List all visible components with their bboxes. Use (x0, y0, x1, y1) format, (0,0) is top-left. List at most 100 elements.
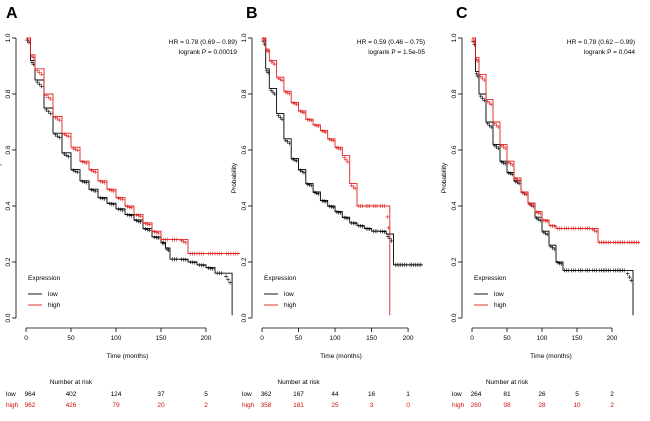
censor-marks-high (471, 37, 641, 245)
y-tick-label: 0.8 (241, 89, 248, 98)
legend-label-high: high (494, 302, 507, 309)
risk-value-high: 25 (331, 402, 339, 409)
km-curve-high (26, 37, 241, 255)
y-tick-label: 0.4 (5, 201, 12, 210)
x-tick-label: 0 (24, 335, 28, 342)
x-axis-label: Time (months) (107, 353, 149, 360)
risk-value-low: 264 (471, 391, 482, 398)
risk-row-label-high: high (6, 402, 19, 409)
y-tick-label: 0.6 (5, 145, 12, 154)
x-tick-label: 200 (607, 335, 618, 342)
legend-label-high: high (284, 302, 297, 309)
y-tick-label: 0.4 (241, 201, 248, 210)
risk-value-high: 10 (573, 402, 581, 409)
y-tick-label: 0.0 (451, 313, 458, 322)
risk-value-low: 402 (66, 391, 77, 398)
x-tick-label: 50 (67, 335, 75, 342)
panel-letter: A (6, 5, 18, 22)
risk-value-low: 124 (111, 391, 122, 398)
x-tick-label: 0 (260, 335, 264, 342)
risk-value-low: 37 (157, 391, 165, 398)
y-axis-label: Probability (0, 162, 2, 193)
km-curve-high (472, 37, 640, 243)
risk-value-low: 44 (331, 391, 339, 398)
y-tick-label: 0.8 (5, 89, 12, 98)
x-tick-label: 50 (295, 335, 303, 342)
risk-value-high: 0 (406, 402, 410, 409)
panel-a: A 0.0 0.2 0.4 0.6 0.8 1.0 Probability 0 50 100 150 2… (0, 5, 241, 409)
y-tick-label: 0.2 (241, 257, 248, 266)
x-tick-label: 100 (111, 335, 122, 342)
hazard-ratio: HR = 0.78 (0.62 – 0.99) (567, 39, 635, 46)
risk-value-low: 167 (293, 391, 304, 398)
km-curve-low (472, 37, 634, 316)
y-tick-label: 0.8 (451, 89, 458, 98)
logrank-p: logrank P = 0.00019 (179, 49, 238, 56)
risk-value-high: 20 (157, 402, 165, 409)
x-tick-label: 200 (403, 335, 414, 342)
y-tick-label: 1.0 (241, 33, 248, 42)
y-axis-label: Probability (441, 162, 448, 193)
x-tick-label: 150 (156, 335, 167, 342)
y-tick-label: 1.0 (5, 33, 12, 42)
risk-row-label-low: low (452, 391, 462, 398)
number-at-risk-label: Number at risk (277, 379, 320, 386)
risk-value-low: 362 (261, 391, 272, 398)
y-tick-label: 0.6 (241, 145, 248, 154)
y-tick-label: 0.0 (5, 313, 12, 322)
risk-row-label-low: low (6, 391, 16, 398)
number-at-risk-label: Number at risk (50, 379, 93, 386)
censor-marks-low (471, 39, 634, 283)
x-axis-label: Time (months) (530, 353, 572, 360)
hazard-ratio: HR = 0.59 (0.46 – 0.75) (357, 39, 425, 46)
legend-label-low: low (494, 291, 504, 298)
risk-value-low: 16 (368, 391, 376, 398)
panel-c: C 0.0 0.2 0.4 0.6 0.8 1.0 Probability 0 50 100 150 2… (441, 5, 641, 409)
censor-marks-low (261, 39, 423, 267)
number-at-risk-label: Number at risk (486, 379, 529, 386)
x-tick-label: 0 (470, 335, 474, 342)
risk-value-high: 426 (66, 402, 77, 409)
risk-row-label-low: low (242, 391, 252, 398)
y-tick-label: 0.4 (451, 201, 458, 210)
x-tick-label: 100 (330, 335, 341, 342)
censor-marks-low (25, 38, 233, 285)
x-tick-label: 150 (366, 335, 377, 342)
legend-title: Expression (264, 275, 297, 282)
risk-value-high: 28 (538, 402, 546, 409)
logrank-p: logrank P = 1.5e-05 (368, 49, 425, 56)
y-tick-label: 1.0 (451, 33, 458, 42)
hazard-ratio: HR = 0.78 (0.69 – 0.89) (169, 39, 237, 46)
legend-label-low: low (284, 291, 294, 298)
risk-value-low: 1 (406, 391, 410, 398)
risk-value-low: 2 (610, 391, 614, 398)
censor-marks-high (261, 37, 391, 230)
risk-value-high: 79 (112, 402, 120, 409)
x-tick-label: 50 (503, 335, 511, 342)
risk-row-label-high: high (452, 402, 465, 409)
legend-title: Expression (474, 275, 507, 282)
x-tick-label: 200 (201, 335, 212, 342)
risk-value-low: 964 (25, 391, 36, 398)
panel-letter: C (456, 5, 468, 22)
y-tick-label: 0.2 (5, 257, 12, 266)
logrank-p: logrank P = 0.044 (584, 49, 635, 56)
risk-value-high: 962 (25, 402, 36, 409)
risk-value-low: 26 (538, 391, 546, 398)
risk-value-high: 98 (503, 402, 511, 409)
y-tick-label: 0.2 (451, 257, 458, 266)
panel-letter: B (246, 5, 258, 22)
legend-label-high: high (48, 302, 61, 309)
y-tick-label: 0.6 (451, 145, 458, 154)
risk-value-high: 2 (610, 402, 614, 409)
km-curve-low (26, 37, 233, 316)
y-axis-label: Probability (231, 162, 238, 193)
x-tick-label: 150 (572, 335, 583, 342)
risk-value-low: 5 (204, 391, 208, 398)
risk-value-high: 2 (204, 402, 208, 409)
x-axis-label: Time (months) (320, 353, 362, 360)
panel-b: B 0.0 0.2 0.4 0.6 0.8 1.0 Probability 0 50 100 150 2… (231, 5, 425, 409)
legend-label-low: low (48, 291, 58, 298)
y-tick-label: 0.0 (241, 313, 248, 322)
